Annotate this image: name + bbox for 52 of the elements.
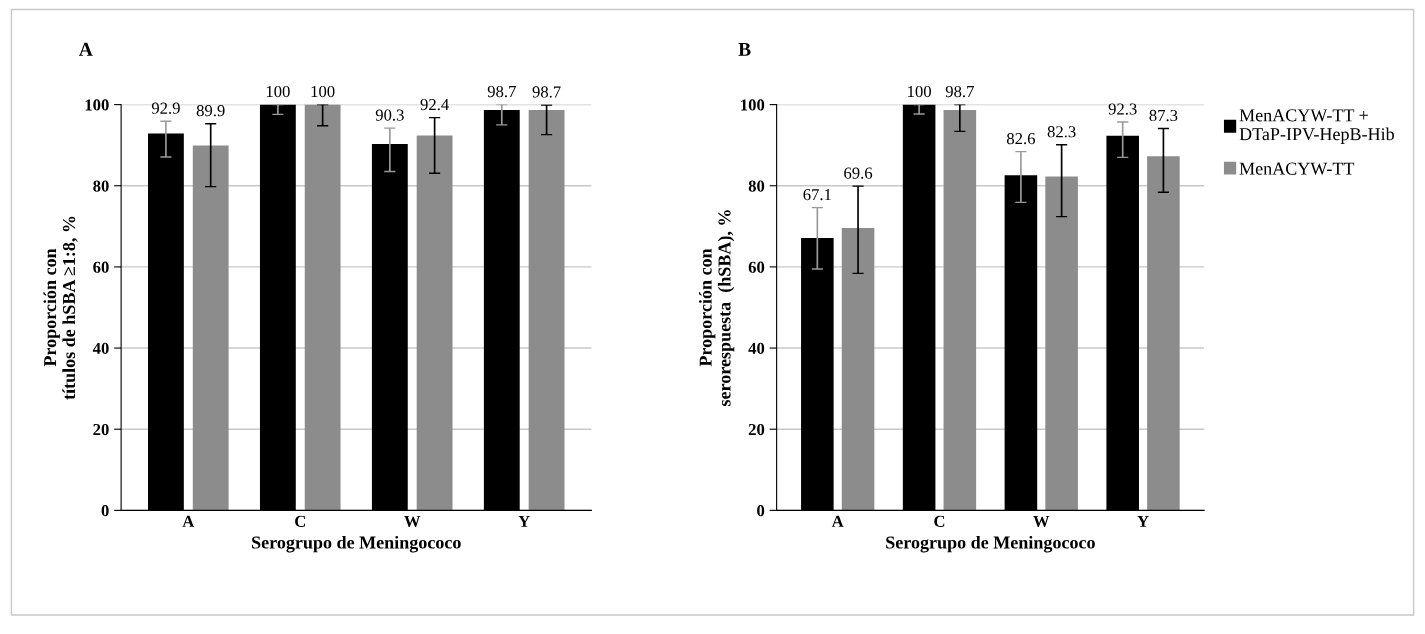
chart-title: B [738,42,751,56]
data-label: 100 [266,85,290,98]
y-tick-label: 80 [93,180,109,192]
x-tick-label: Y [518,515,530,527]
data-label: 87.3 [1149,109,1178,122]
y-tick-label: 80 [748,180,765,192]
bar [841,227,875,511]
x-tick-label: W [404,515,421,528]
y-tick-label: 60 [748,261,765,273]
data-label: 98.7 [532,86,561,98]
data-label: 98.7 [487,85,516,98]
y-tick-label: 20 [93,423,109,436]
data-label: 92.9 [151,102,180,114]
x-tick-label: A [831,515,844,527]
data-label: 92.3 [1108,103,1137,115]
y-tick-label: 100 [741,99,765,111]
y-tick-label: 40 [748,342,765,355]
x-tick-label: Y [1137,515,1149,527]
bar [192,145,229,511]
x-axis-title: Serogrupo de Meningococo [886,535,1095,553]
data-label: 89.9 [196,104,225,117]
bar [1045,176,1078,511]
x-tick-label: A [182,515,195,527]
data-label: 82.3 [1047,126,1076,138]
y-axis-title: Proporción con serorespuesta (hSBA), % [698,210,735,406]
y-axis-title: Proporción con títulos de hSBA ≥1:8, % [43,216,78,400]
y-tick-label: 100 [85,99,109,111]
legend-label: MenACYW-TT + DTaP-IPV-HepB-Hib [1239,109,1394,144]
x-tick-label: W [1033,515,1050,528]
data-label: 92.4 [420,98,449,111]
bar [528,109,565,511]
data-label: 100 [311,85,335,98]
bar [1147,156,1180,511]
bar [416,135,453,511]
data-label: 90.3 [375,109,404,121]
data-label: 82.6 [1006,132,1035,145]
y-tick-label: 20 [748,423,765,436]
data-label: 69.6 [844,167,873,179]
bar [943,109,977,511]
data-label: 98.7 [945,85,974,98]
y-tick-label: 0 [101,505,109,517]
bar [304,104,341,511]
chart-title: A [78,42,93,56]
y-tick-label: 40 [92,342,109,355]
x-tick-label: C [295,515,306,527]
y-tick-label: 0 [757,505,765,517]
x-axis-title: Serogrupo de Meningococo [252,535,461,553]
y-tick-label: 60 [93,261,109,273]
x-tick-label: C [934,515,945,527]
data-label: 67.1 [803,189,831,201]
legend-label: MenACYW-TT [1239,162,1355,175]
data-label: 100 [908,85,931,98]
